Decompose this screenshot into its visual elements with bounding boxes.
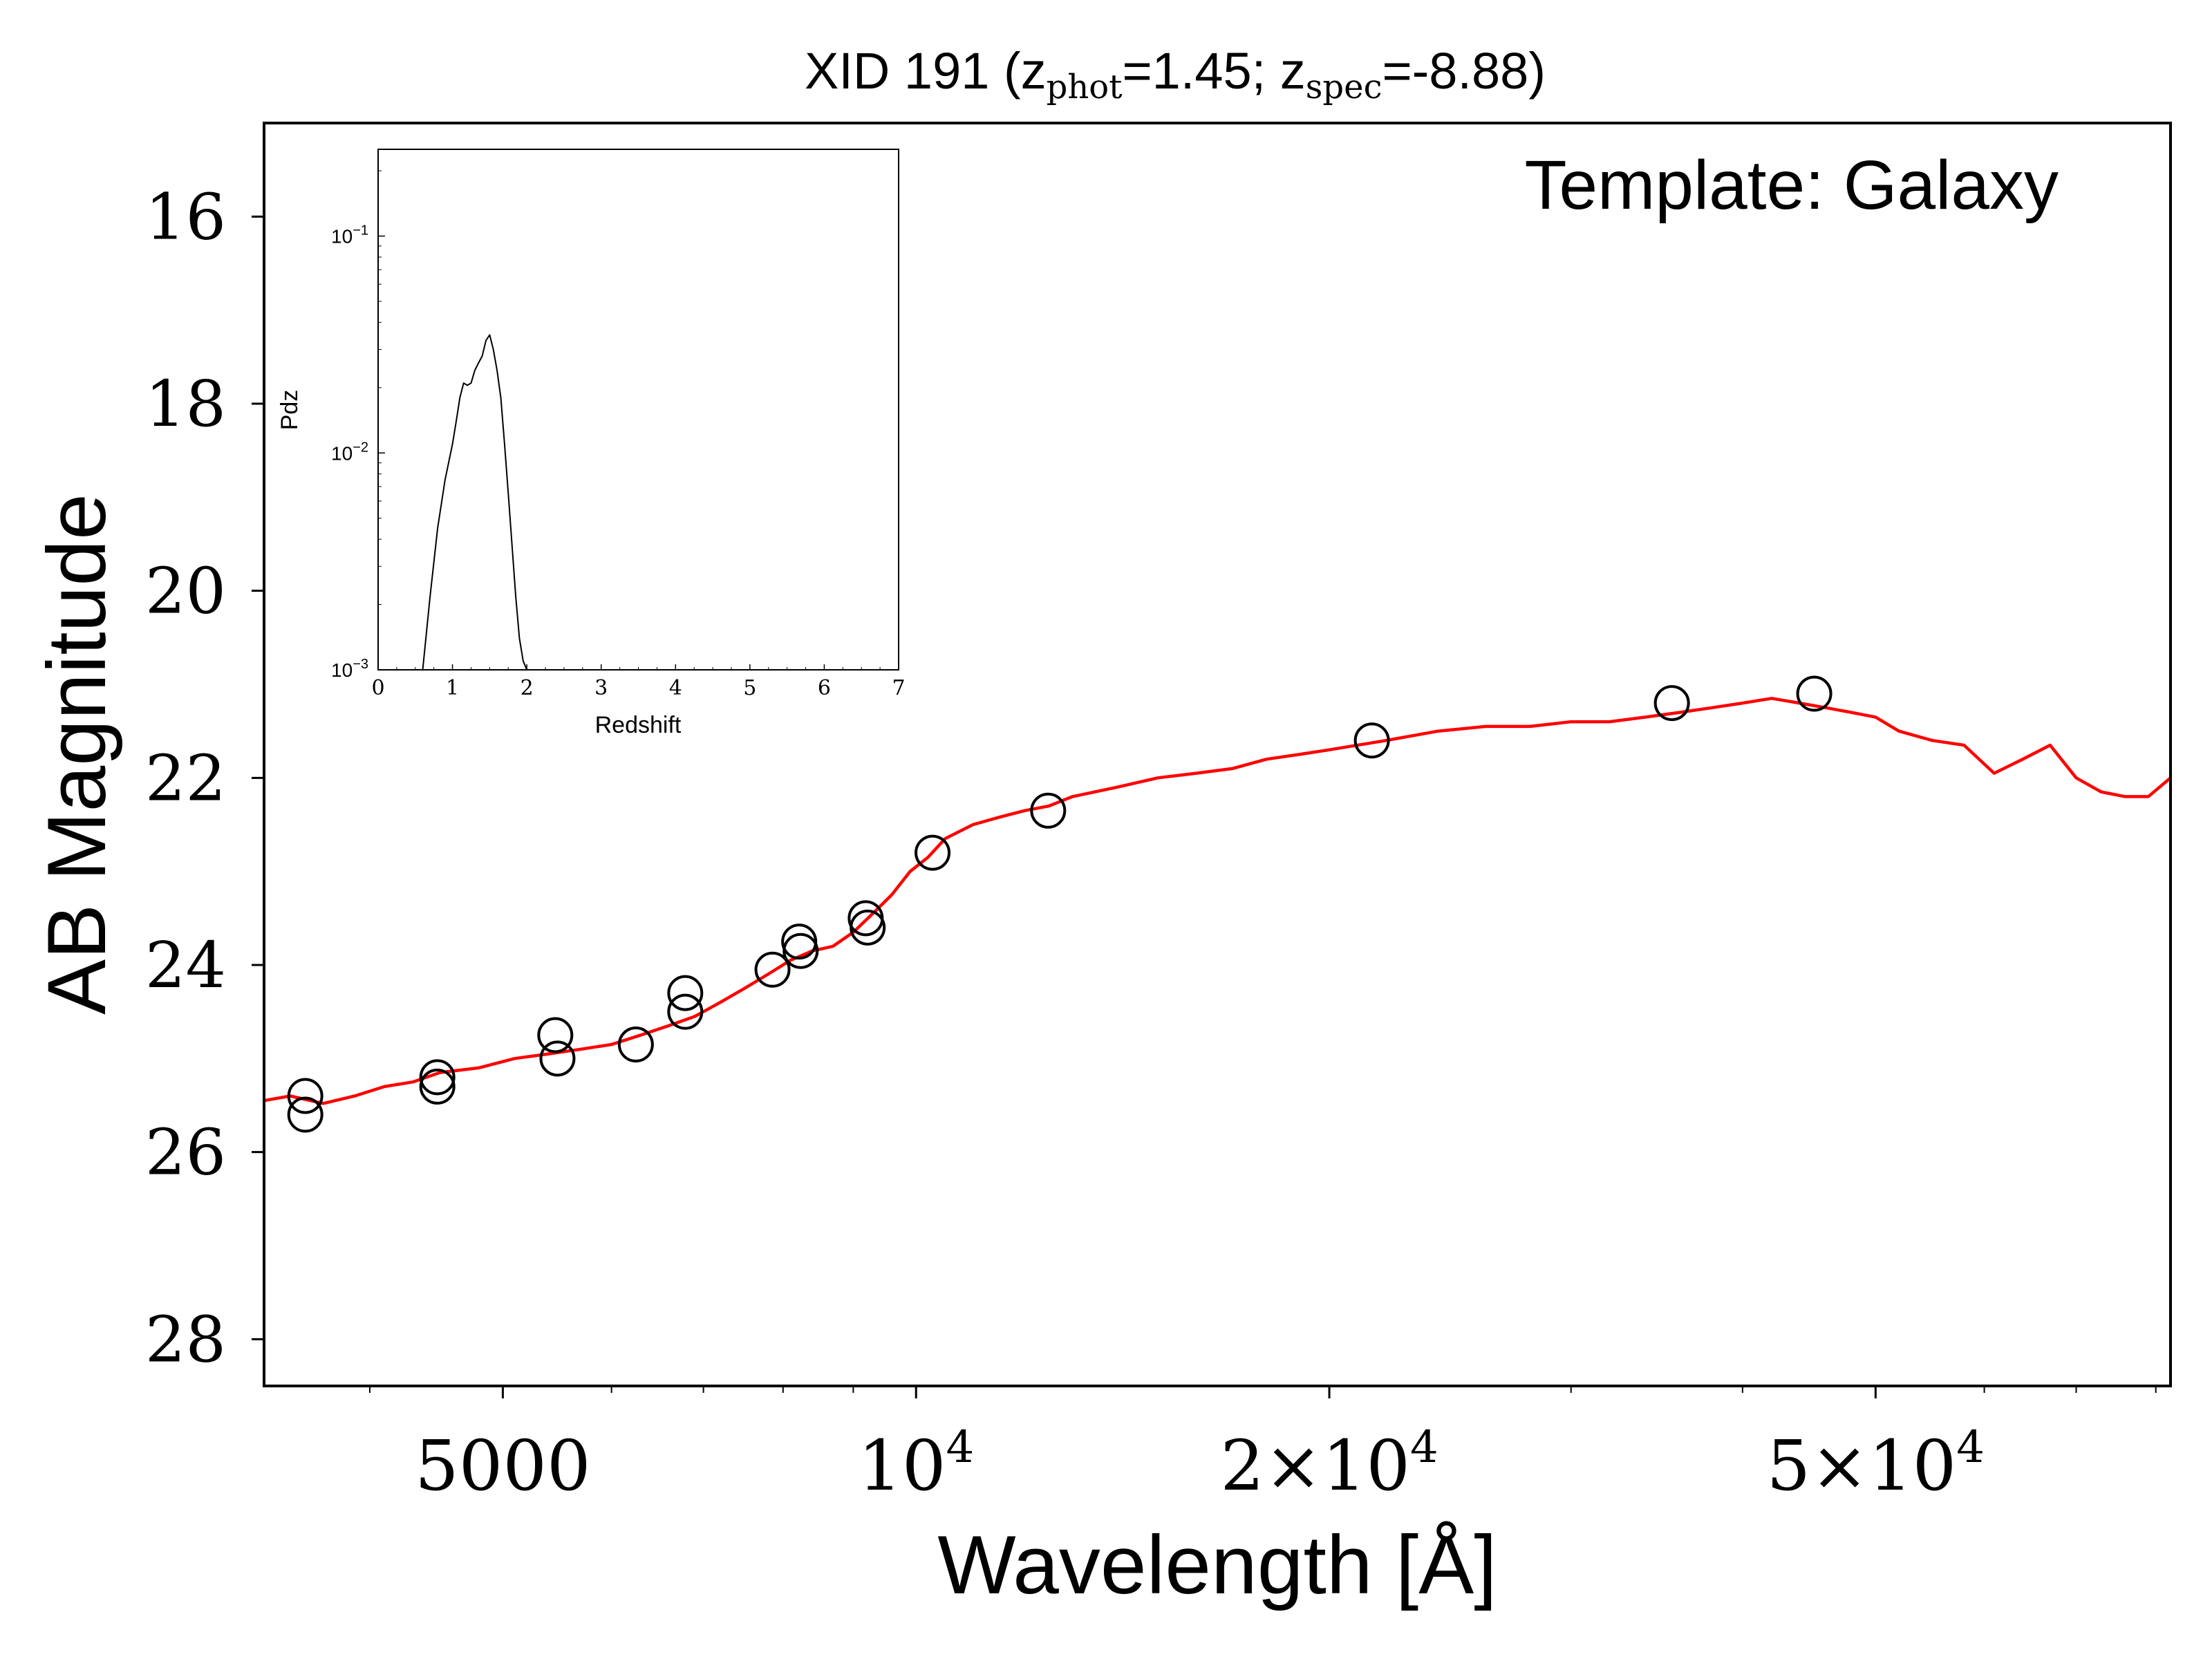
photometry-point (1030, 792, 1067, 829)
template-annotation: Template: Galaxy (1524, 147, 2059, 224)
inset-y-tick-label: 10−3 (331, 657, 368, 681)
inset-axis-ticks: 0 1 2 3 4 5 6 7 10−1 10−2 10−3 (331, 170, 906, 700)
photometry-point (782, 932, 819, 969)
inset-x-tick-label: 5 (743, 676, 756, 700)
y-axis-label: AB Magnitude (30, 494, 123, 1015)
photometry-point (1653, 685, 1690, 722)
inset-x-tick-label: 6 (818, 676, 831, 700)
inset-x-tick-label: 4 (669, 676, 682, 700)
photometry-point (419, 1068, 456, 1105)
photometry-point (850, 909, 886, 946)
y-tick-label: 18 (145, 367, 226, 441)
y-tick-label: 20 (145, 554, 226, 628)
pdz-curve (422, 334, 528, 671)
x-tick-label: 5×104 (1767, 1422, 1985, 1506)
inset-background (378, 149, 899, 670)
inset-y-axis-label: Pdz (276, 390, 303, 431)
photometry-point (287, 1078, 324, 1114)
photometry-point (287, 1096, 324, 1133)
inset-y-tick-label: 10−2 (331, 440, 368, 464)
main-plot-frame (263, 122, 2172, 1387)
x-tick-label: 5000 (415, 1425, 591, 1506)
photometry-point (1353, 722, 1390, 759)
inset-y-tick-label: 10−1 (331, 223, 368, 247)
photometry-point (667, 975, 704, 1011)
inset-x-tick-label: 1 (446, 676, 459, 700)
photometry-point (537, 1017, 574, 1053)
photometry-point (754, 951, 791, 988)
x-tick-label: 2×104 (1220, 1422, 1438, 1506)
y-tick-label: 22 (145, 741, 226, 815)
photometry-point (419, 1059, 456, 1096)
y-tick-label: 16 (145, 180, 226, 254)
photometry-point (915, 834, 951, 871)
main-data-layer (263, 675, 2172, 1133)
inset-x-axis-label: Redshift (595, 712, 682, 738)
x-axis-label: Wavelength [Å] (937, 1519, 1497, 1611)
inset-x-tick-label: 0 (371, 676, 384, 700)
photometry-point (617, 1027, 654, 1063)
inset-frame (377, 149, 899, 671)
template-fit-line (263, 697, 2172, 1105)
chart-title: XID 191 (zphot=1.45; zspec=-8.88) (805, 42, 1546, 106)
inset-x-tick-label: 7 (892, 676, 905, 700)
y-tick-label: 24 (145, 928, 226, 1002)
pdz-inset: 0 1 2 3 4 5 6 7 10−1 10−2 10−3 Redshift Pdz (276, 149, 906, 738)
photometry-point (539, 1040, 576, 1077)
inset-x-tick-label: 3 (594, 676, 608, 700)
y-tick-label: 26 (145, 1116, 226, 1190)
inset-data-layer (422, 334, 528, 671)
x-tick-label: 104 (858, 1422, 974, 1506)
photometry-point (1796, 675, 1833, 712)
inset-x-tick-label: 2 (521, 676, 534, 700)
y-tick-label: 28 (145, 1302, 226, 1376)
photometry-point (667, 993, 704, 1030)
